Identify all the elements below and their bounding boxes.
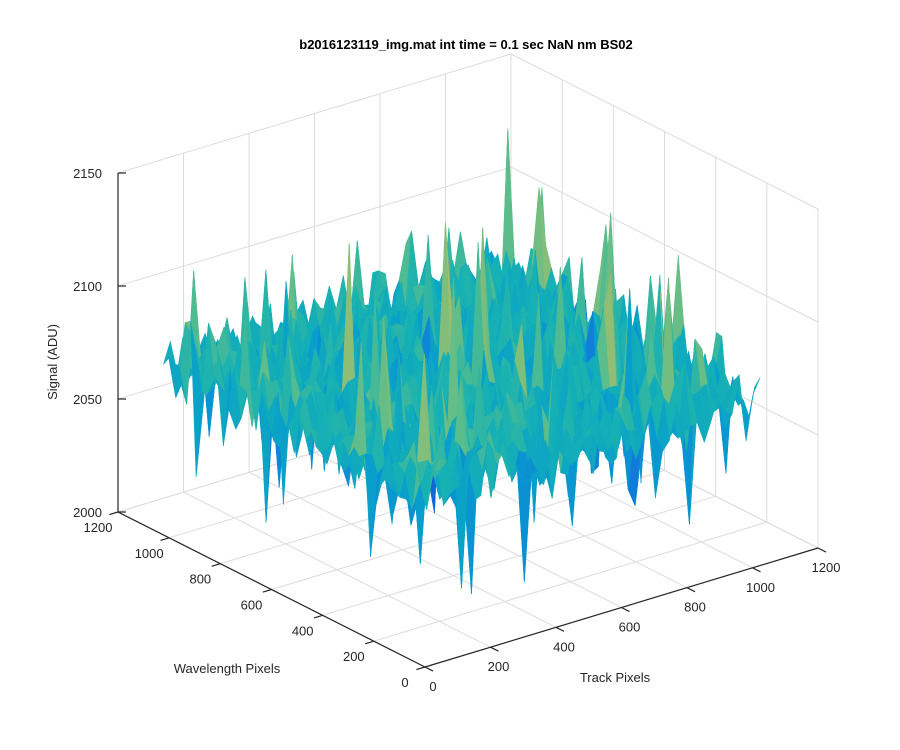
grid-line <box>510 53 819 210</box>
chart-title: b2016123119_img.mat int time = 0.1 sec N… <box>299 37 632 52</box>
z-axis-label: Signal (ADU) <box>45 324 60 400</box>
z-tick-label: 2000 <box>73 505 102 520</box>
x-tick-label: 1000 <box>746 580 775 595</box>
x-tick-label: 200 <box>488 659 510 674</box>
y-tick-label: 600 <box>241 598 263 613</box>
tick-labels: 0 200 400 600 800 1000 1200 0 200 400 600 800 1000 12… <box>73 166 840 694</box>
grid-line <box>117 53 512 174</box>
y-tick-label: 0 <box>401 675 408 690</box>
y-tick-label: 200 <box>343 649 365 664</box>
y-tick-label: 1200 <box>84 520 113 535</box>
x-tick <box>817 547 827 553</box>
grid-line <box>373 521 767 642</box>
x-axis-label: Track Pixels <box>580 670 651 685</box>
grid-line <box>322 495 716 616</box>
y-tick <box>211 563 221 567</box>
y-tick <box>109 511 119 516</box>
z-tick-label: 2150 <box>73 166 102 181</box>
x-tick <box>686 587 696 593</box>
x-tick-label: 600 <box>619 620 641 635</box>
y-tick-label: 800 <box>189 572 211 587</box>
y-tick <box>262 588 272 593</box>
grid-line <box>510 166 819 323</box>
x-tick <box>424 666 434 672</box>
x-tick <box>555 626 565 632</box>
x-tick <box>621 606 630 613</box>
y-tick-label: 1000 <box>135 546 164 561</box>
surface-mesh <box>163 128 761 594</box>
y-tick <box>313 614 323 619</box>
x-tick-label: 800 <box>684 600 706 615</box>
surface-patch <box>419 465 433 510</box>
y-tick <box>416 666 426 671</box>
y-axis-label: Wavelength Pixels <box>174 661 281 676</box>
y-tick-label: 400 <box>292 623 314 638</box>
grid-line <box>117 166 512 287</box>
y-tick <box>365 640 375 645</box>
z-tick-label: 2050 <box>73 392 102 407</box>
axes <box>109 172 827 672</box>
x-tick <box>752 567 761 573</box>
x-tick-label: 0 <box>429 679 436 694</box>
y-tick <box>160 537 170 542</box>
z-tick-label: 2100 <box>73 279 102 294</box>
x-tick <box>490 646 499 652</box>
x-tick-label: 400 <box>553 639 575 654</box>
x-tick-label: 1200 <box>812 560 841 575</box>
